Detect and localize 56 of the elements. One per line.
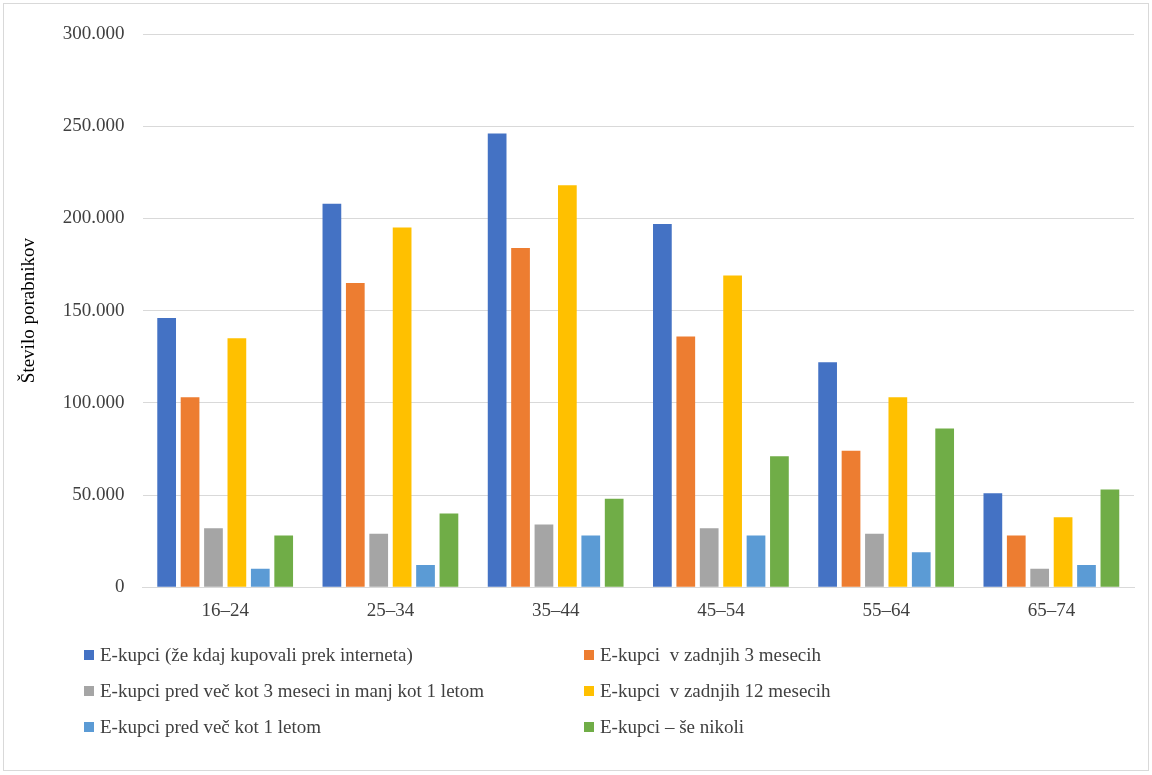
bar (392, 227, 412, 587)
bar (204, 528, 223, 587)
x-tick-label: 35–44 (531, 598, 580, 620)
bar (841, 450, 861, 587)
x-tick-label: 25–34 (366, 598, 415, 620)
legend-label: E-kupci v zadnjih 12 mesecih (600, 680, 831, 702)
bar (1053, 517, 1073, 587)
bar (322, 203, 342, 587)
bar (345, 282, 365, 587)
bar (1030, 568, 1050, 587)
bar (274, 535, 294, 587)
bar (534, 524, 554, 587)
bar (369, 533, 389, 587)
bar (723, 275, 742, 587)
bar (746, 535, 766, 587)
bar (911, 552, 931, 587)
bar (180, 397, 200, 587)
bar (865, 533, 884, 587)
bar (558, 185, 577, 587)
bar (227, 338, 247, 587)
x-tick-label: 45–54 (697, 598, 746, 620)
bar (676, 336, 696, 587)
bar (581, 535, 601, 587)
bar (653, 223, 672, 587)
y-axis-title: Število porabnikov (17, 237, 39, 384)
bar (818, 362, 837, 587)
bar (699, 528, 719, 587)
x-tick-label: 65–74 (1027, 598, 1076, 620)
y-tick-label: 200.000 (62, 206, 125, 228)
bar (935, 428, 955, 587)
y-tick-label: 150.000 (62, 298, 125, 320)
bar (416, 565, 435, 587)
legend-label: E-kupci pred več kot 1 letom (100, 716, 322, 738)
x-tick-label: 16–24 (201, 598, 250, 620)
bar (250, 568, 270, 587)
legend-label: E-kupci v zadnjih 3 mesecih (600, 644, 822, 666)
bar (1006, 535, 1026, 587)
y-tick-label: 0 (115, 575, 125, 597)
bar (511, 247, 530, 587)
bar (439, 513, 459, 587)
bar (770, 456, 789, 587)
x-tick-label: 55–64 (862, 598, 911, 620)
bar (1077, 565, 1096, 587)
bar (983, 493, 1003, 587)
legend-label: E-kupci pred več kot 3 meseci in manj kot 1 letom (100, 680, 485, 702)
legend-label: E-kupci – še nikoli (600, 716, 745, 738)
y-tick-label: 100.000 (62, 390, 125, 412)
y-tick-label: 50.000 (72, 482, 125, 504)
bar (487, 133, 507, 587)
bar (604, 498, 624, 587)
legend-label: E-kupci (že kdaj kupovali prek interneta) (100, 644, 413, 666)
bar (157, 317, 177, 587)
y-tick-label: 300.000 (62, 21, 125, 43)
y-tick-label: 250.000 (62, 114, 125, 136)
bar (1100, 489, 1120, 587)
bar (888, 397, 908, 587)
